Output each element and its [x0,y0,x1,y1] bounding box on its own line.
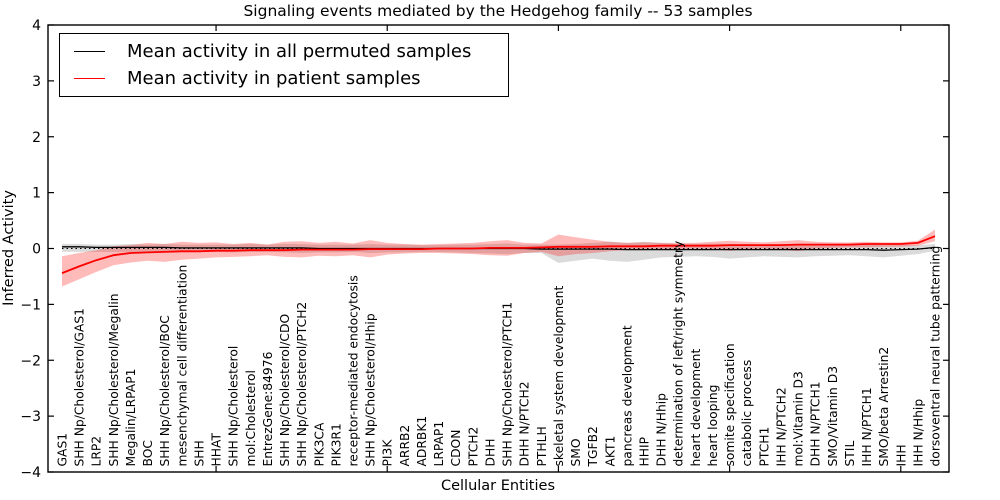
x-tick-label: SHH Np/Cholesterol/PTCH1 [501,302,515,467]
x-tick-label: SHH Np/Cholesterol/PTCH2 [295,302,309,467]
x-tick-label: EntrezGene:84976 [261,351,275,466]
x-tick-label: determination of left/right symmetry [672,241,686,467]
x-tick-label: LRPAP1 [432,421,446,467]
y-tick-label: −1 [20,297,41,313]
x-tick-label: PTHLH [535,426,549,466]
y-tick-label: 3 [32,74,41,90]
x-tick-label: AKT1 [603,436,617,467]
x-tick-label: catabolic process [740,360,754,467]
x-tick-label: PTCH1 [757,427,771,467]
x-tick-label: mesenchymal cell differentiation [175,265,189,467]
x-tick-label: HHIP [638,437,652,467]
x-tick-label: STIL [843,441,857,467]
x-tick-label: IHH N/PTCH2 [774,387,788,466]
x-tick-label: DHH N/PTCH2 [518,381,532,466]
x-tick-label: SHH Np/Cholesterol/BOC [158,315,172,466]
x-tick-label: SHH [192,440,206,466]
x-tick-label: DHH N/Hhip [655,393,669,467]
legend: Mean activity in all permuted samples Me… [59,33,509,97]
x-tick-label: SMO [569,438,583,466]
x-tick-label: SMO/Vitamin D3 [826,366,840,467]
legend-item-patient: Mean activity in patient samples [74,68,508,89]
x-tick-label: PI3K [381,439,395,467]
y-tick-label: 2 [32,130,41,146]
y-tick-label: −2 [20,353,41,369]
x-tick-label: heart development [689,349,703,467]
x-tick-label: PTCH2 [466,427,480,467]
x-tick-label: SHH Np/Cholesterol/CDO [278,314,292,467]
x-tick-label: heart looping [706,385,720,467]
x-tick-label: IHH N/Hhip [911,399,925,467]
legend-line-permuted-icon [74,50,105,52]
x-axis-label: Cellular Entities [441,478,555,494]
x-tick-label: skeletal system development [552,286,566,467]
x-tick-label: ADRBK1 [415,416,429,467]
x-tick-label: SHH Np/Cholesterol/Hhip [364,313,378,466]
x-tick-label: LRP2 [90,436,104,467]
x-tick-label: PIK3CA [312,422,326,467]
chart-title: Signaling events mediated by the Hedgeho… [243,2,752,20]
y-tick-label: −4 [20,465,41,481]
x-tick-label: IHH N/PTCH1 [860,387,874,466]
x-tick-label: pancreas development [620,325,634,466]
x-tick-label: GAS1 [56,433,70,467]
y-tick-label: 4 [32,18,41,34]
patient-mean-line [61,235,936,274]
x-tick-label: SMO/beta Arrestin2 [877,347,891,467]
legend-line-patient-icon [74,78,105,80]
y-axis-label: Inferred Activity [1,190,17,306]
y-tick-label: 1 [32,186,41,202]
x-tick-label: ARRB2 [398,425,412,467]
x-tick-label: mol:Vitamin D3 [792,371,806,466]
patient-band [62,229,935,287]
legend-label-permuted: Mean activity in all permuted samples [127,40,472,62]
x-tick-label: dorsoventral neural tube patterning [929,246,943,467]
x-tick-label: CDON [449,430,463,467]
y-tick-label: 0 [32,242,41,258]
x-tick-label: Megalin/LRPAP1 [124,369,138,467]
x-tick-label: mol:Cholesterol [244,370,258,466]
x-tick-label: DHH N/PTCH1 [809,381,823,466]
x-tick-label: SHH Np/Cholesterol/GAS1 [73,308,87,466]
x-tick-label: somite specification [723,343,737,466]
x-tick-label: HHAT [210,433,224,467]
x-tick-label: TGFB2 [586,426,600,467]
x-tick-label: SHH Np/Cholesterol/Megalin [107,293,121,466]
y-tick-label: −3 [20,409,41,425]
permuted-band [62,241,935,263]
x-tick-label: BOC [141,440,155,467]
x-tick-label: DHH [483,439,497,467]
x-tick-label: PIK3R1 [329,423,343,466]
x-tick-label: IHH [894,444,908,466]
legend-item-permuted: Mean activity in all permuted samples [74,41,508,62]
x-tick-label: SHH Np/Cholesterol [227,346,241,467]
x-tick-label: receptor-mediated endocytosis [347,275,361,466]
legend-label-patient: Mean activity in patient samples [127,68,421,90]
